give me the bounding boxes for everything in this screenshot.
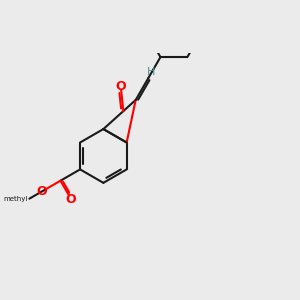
Text: O: O xyxy=(191,0,202,1)
Text: methyl: methyl xyxy=(4,196,28,202)
Text: O: O xyxy=(116,80,126,93)
Text: H: H xyxy=(147,67,155,77)
Text: O: O xyxy=(37,185,47,198)
Text: O: O xyxy=(66,193,76,206)
